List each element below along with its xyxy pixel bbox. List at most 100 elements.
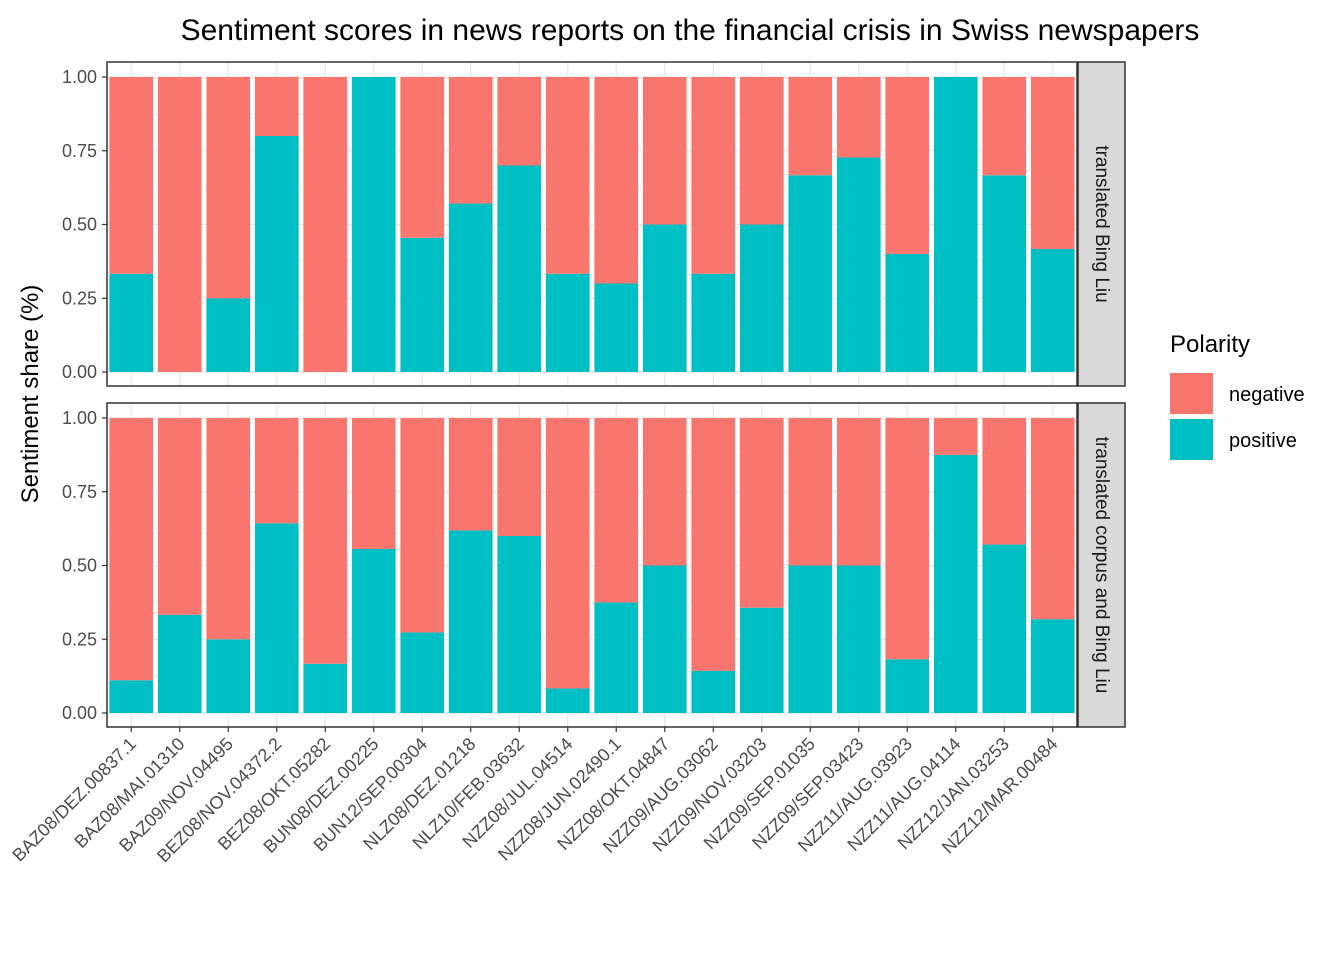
legend-swatch bbox=[1170, 419, 1213, 460]
bar-positive bbox=[982, 544, 1027, 713]
bar-negative bbox=[254, 77, 299, 136]
legend-entry-positive: positive bbox=[1170, 419, 1297, 460]
bar-negative bbox=[400, 77, 445, 238]
bar-negative bbox=[254, 418, 299, 524]
legend-label: negative bbox=[1229, 384, 1305, 406]
facet-strip-label: translated corpus and Bing Liu bbox=[1091, 437, 1112, 694]
bar-positive bbox=[982, 175, 1027, 372]
bar-positive bbox=[739, 607, 784, 713]
legend-swatch bbox=[1170, 373, 1213, 414]
bar-positive bbox=[933, 77, 978, 372]
bar-negative bbox=[739, 418, 784, 608]
bar-negative bbox=[594, 77, 639, 284]
y-tick-label: 0.50 bbox=[62, 556, 97, 576]
bar-positive bbox=[739, 224, 784, 372]
bar-negative bbox=[982, 418, 1027, 545]
bar-negative bbox=[497, 418, 542, 536]
bar-negative bbox=[594, 418, 639, 603]
legend-entry-negative: negative bbox=[1170, 373, 1305, 414]
bar-positive bbox=[400, 237, 445, 372]
bar-negative bbox=[303, 418, 348, 664]
bar-negative bbox=[836, 77, 881, 158]
bar-positive bbox=[885, 254, 930, 372]
bar-positive bbox=[351, 77, 396, 372]
bar-negative bbox=[448, 77, 493, 204]
bar-positive bbox=[254, 523, 299, 713]
bar-positive bbox=[448, 530, 493, 713]
bar-positive bbox=[157, 614, 202, 713]
bar-negative bbox=[885, 77, 930, 254]
bar-negative bbox=[788, 77, 833, 176]
bar-negative bbox=[206, 77, 251, 299]
bar-negative bbox=[545, 77, 590, 274]
bar-positive bbox=[642, 565, 687, 713]
bar-negative bbox=[788, 418, 833, 566]
y-tick-label: 1.00 bbox=[62, 67, 97, 87]
bar-negative bbox=[400, 418, 445, 633]
bar-negative bbox=[691, 77, 736, 274]
bar-negative bbox=[1030, 418, 1075, 620]
bar-positive bbox=[1030, 619, 1075, 713]
bar-negative bbox=[739, 77, 784, 225]
bar-positive bbox=[594, 602, 639, 713]
bar-negative bbox=[885, 418, 930, 660]
bar-positive bbox=[836, 565, 881, 713]
legend-label: positive bbox=[1229, 430, 1297, 452]
bar-negative bbox=[691, 418, 736, 671]
bar-positive bbox=[545, 688, 590, 713]
y-tick-label: 0.25 bbox=[62, 629, 97, 649]
bar-negative bbox=[351, 418, 396, 549]
legend: Polarity negative positive bbox=[1170, 331, 1305, 460]
bar-negative bbox=[206, 418, 251, 640]
bar-negative bbox=[836, 418, 881, 566]
bar-positive bbox=[594, 283, 639, 372]
bar-negative bbox=[303, 77, 348, 372]
bar-positive bbox=[206, 298, 251, 372]
y-tick-label: 0.75 bbox=[62, 141, 97, 161]
bar-positive bbox=[933, 454, 978, 713]
panel-2: 0.00 0.25 0.50 0.75 1.00 translated corpus an… bbox=[62, 402, 1126, 728]
y-tick-label: 1.00 bbox=[62, 408, 97, 428]
chart-title: Sentiment scores in news reports on the … bbox=[181, 14, 1200, 47]
bar-positive bbox=[788, 565, 833, 713]
bar-positive bbox=[1030, 248, 1075, 372]
bar-negative bbox=[1030, 77, 1075, 249]
bar-negative bbox=[497, 77, 542, 166]
bar-positive bbox=[691, 273, 736, 372]
bar-positive bbox=[885, 659, 930, 713]
bar-positive bbox=[836, 157, 881, 372]
y-axis-title: Sentiment share (%) bbox=[17, 285, 44, 504]
legend-title: Polarity bbox=[1170, 331, 1250, 358]
bar-positive bbox=[400, 632, 445, 713]
bar-negative bbox=[642, 77, 687, 225]
bar-positive bbox=[642, 224, 687, 372]
bar-negative bbox=[642, 418, 687, 566]
bar-negative bbox=[109, 77, 154, 274]
y-tick-label: 0.50 bbox=[62, 215, 97, 235]
y-tick-label: 0.75 bbox=[62, 482, 97, 502]
bar-positive bbox=[691, 670, 736, 713]
bar-positive bbox=[545, 273, 590, 372]
bar-positive bbox=[448, 203, 493, 372]
panel-1: 0.00 0.25 0.50 0.75 1.00 translated Bing Liu bbox=[62, 61, 1126, 387]
y-tick-label: 0.00 bbox=[62, 362, 97, 382]
bar-positive bbox=[351, 548, 396, 713]
bar-positive bbox=[206, 639, 251, 713]
facet-strip bbox=[1077, 402, 1126, 728]
bar-negative bbox=[157, 77, 202, 372]
bar-negative bbox=[545, 418, 590, 689]
bar-positive bbox=[303, 663, 348, 713]
y-tick-label: 0.00 bbox=[62, 703, 97, 723]
bar-positive bbox=[254, 136, 299, 372]
bar-negative bbox=[109, 418, 154, 681]
bar-negative bbox=[982, 77, 1027, 176]
facet-strip-label: translated Bing Liu bbox=[1091, 145, 1112, 302]
x-axis: BAZ08/DEZ.00837.1BAZ08/MAI.01310BAZ09/NO… bbox=[8, 727, 1062, 866]
bar-positive bbox=[109, 680, 154, 713]
facet-strip bbox=[1077, 61, 1126, 387]
bar-positive bbox=[109, 273, 154, 372]
y-tick-label: 0.25 bbox=[62, 288, 97, 308]
bar-positive bbox=[788, 175, 833, 372]
